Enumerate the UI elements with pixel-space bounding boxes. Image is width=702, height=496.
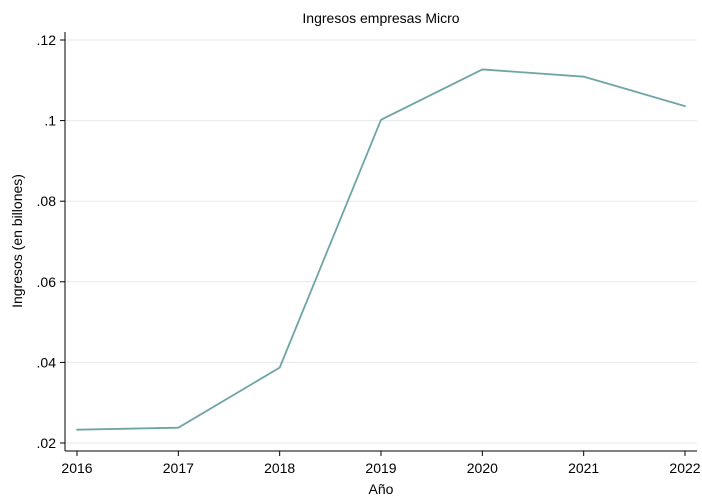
x-tick-label: 2016 — [61, 460, 92, 476]
x-tick-label: 2017 — [163, 460, 194, 476]
axes — [60, 32, 697, 456]
chart-title: Ingresos empresas Micro — [302, 10, 459, 26]
x-tick-label: 2019 — [365, 460, 396, 476]
x-tick-label: 2018 — [264, 460, 295, 476]
y-axis-label: Ingresos (en billones) — [9, 174, 25, 308]
y-tick-label: .02 — [37, 435, 57, 451]
x-tick-label: 2020 — [467, 460, 498, 476]
y-tick-label: .04 — [37, 354, 57, 370]
series-line — [76, 68, 686, 431]
x-axis-label: Año — [369, 481, 394, 496]
y-tick-label: .06 — [37, 274, 57, 290]
y-tick-label: .08 — [37, 193, 57, 209]
y-tick-label: .1 — [44, 113, 56, 129]
tick-labels: .02 .04 .06 .08 .1 .12 2016 2017 2018 2019 2020 202… — [37, 32, 701, 476]
series-layer — [76, 68, 686, 431]
y-tick-label: .12 — [37, 32, 57, 48]
x-tick-label: 2022 — [669, 460, 700, 476]
x-tick-label: 2021 — [568, 460, 599, 476]
